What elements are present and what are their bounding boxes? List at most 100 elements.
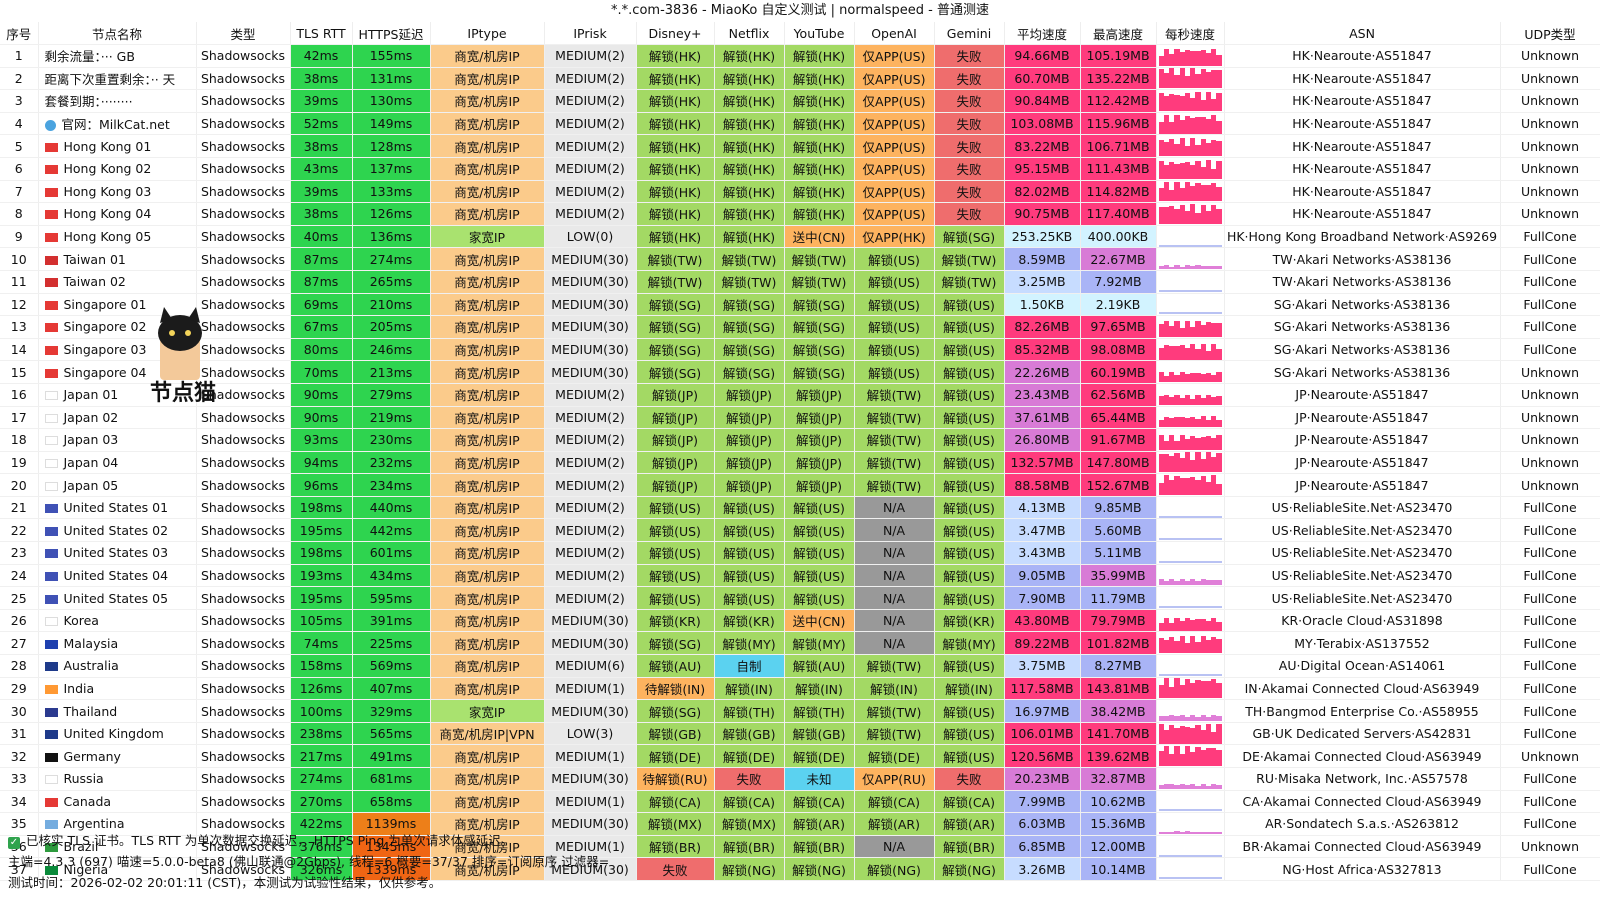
col-header[interactable]: Netflix <box>714 22 785 45</box>
ip-risk: LOW(0) <box>544 225 637 249</box>
table-row[interactable]: 22 United States 02 Shadowsocks 195ms 442ms 商… <box>0 518 1600 543</box>
openai-status: N/A <box>854 541 935 565</box>
ip-type: 商宽/机房IP <box>430 134 545 158</box>
max-speed: 152.67MB <box>1080 473 1157 497</box>
col-header[interactable]: 最高速度 <box>1080 22 1157 45</box>
table-row[interactable]: 1 剩余流量：··· GB Shadowsocks 42ms 155ms 商宽/机房IP M… <box>0 44 1600 68</box>
gemini-status: 失败 <box>934 180 1005 204</box>
table-row[interactable]: 36BrazilShadowsocks376ms1345ms商宽/机房IPMED… <box>0 835 1600 859</box>
asn: HK·Hong Kong Broadband Network·AS9269 <box>1224 225 1501 249</box>
col-header[interactable]: OpenAI <box>854 22 935 45</box>
table-row[interactable]: 26 Korea Shadowsocks 105ms 391ms 商宽/机房IP MEDIU… <box>0 609 1600 633</box>
table-row[interactable]: 4 官网：MilkCat.net Shadowsocks 52ms 149ms 商宽/机房… <box>0 112 1600 136</box>
udp-type: FullCone <box>1500 609 1600 633</box>
table-row[interactable]: 34 Canada Shadowsocks 270ms 658ms 商宽/机房IP MEDI… <box>0 790 1600 814</box>
disney-status: 解锁(CA) <box>636 790 715 814</box>
tls-rtt: 93ms <box>290 428 353 452</box>
col-header[interactable]: HTTPS延迟 <box>352 22 431 45</box>
table-row[interactable]: 24 United States 04 Shadowsocks 193ms 434ms 商… <box>0 564 1600 588</box>
col-header[interactable]: 序号 <box>0 22 39 45</box>
col-header[interactable]: IPrisk <box>544 22 637 45</box>
col-header[interactable]: 每秒速度 <box>1156 22 1225 45</box>
table-row[interactable]: 14 Singapore 03 Shadowsocks 80ms 246ms 商宽/机房I… <box>0 338 1600 362</box>
col-header[interactable]: ASN <box>1224 22 1501 45</box>
table-row[interactable]: 10 Taiwan 01 Shadowsocks 87ms 274ms 商宽/机房IP ME… <box>0 247 1600 271</box>
table-row[interactable]: 29 India Shadowsocks 126ms 407ms 商宽/机房IP MEDIU… <box>0 677 1600 701</box>
table-row[interactable]: 25 United States 05 Shadowsocks 195ms 595ms 商… <box>0 586 1600 610</box>
netflix-status: 解锁(BR) <box>714 835 785 859</box>
table-row[interactable]: 9 Hong Kong 05 Shadowsocks 40ms 136ms 家宽IP LOW… <box>0 225 1600 249</box>
node-name-label: Australia <box>63 658 119 674</box>
max-speed: 114.82MB <box>1080 180 1157 204</box>
proxy-type: Shadowsocks <box>196 202 291 226</box>
table-row[interactable]: 19 Japan 04 Shadowsocks 94ms 232ms 商宽/机房IP MED… <box>0 451 1600 475</box>
col-header[interactable]: 平均速度 <box>1004 22 1081 45</box>
col-header[interactable]: IPtype <box>430 22 545 45</box>
avg-speed: 7.99MB <box>1004 790 1081 814</box>
ip-risk: MEDIUM(2) <box>544 134 637 158</box>
col-header[interactable]: 类型 <box>196 22 291 45</box>
ip-type: 商宽/机房IP <box>430 564 545 588</box>
udp-type: FullCone <box>1500 293 1600 317</box>
proxy-type: Shadowsocks <box>196 699 291 723</box>
table-row[interactable]: 5 Hong Kong 01 Shadowsocks 38ms 128ms 商宽/机房IP… <box>0 134 1600 158</box>
page-title: *.*.com-3836 - MiaoKo 自定义测试 | normalspee… <box>611 3 989 18</box>
table-row[interactable]: 16 Japan 01 Shadowsocks 90ms 279ms 商宽/机房IP MED… <box>0 383 1600 407</box>
avg-speed: 37.61MB <box>1004 406 1081 430</box>
col-header[interactable]: Gemini <box>934 22 1005 45</box>
udp-type: Unknown <box>1500 157 1600 181</box>
table-row[interactable]: 28 Australia Shadowsocks 158ms 569ms 商宽/机房IP M… <box>0 654 1600 678</box>
max-speed: 112.42MB <box>1080 89 1157 113</box>
tls-rtt: 195ms <box>290 518 353 543</box>
table-row[interactable]: 12 Singapore 01 Shadowsocks 69ms 210ms 商宽/机房I… <box>0 293 1600 317</box>
ip-risk: MEDIUM(2) <box>544 564 637 588</box>
table-row[interactable]: 3 套餐到期：········ Shadowsocks 39ms 130ms 商宽/机房I… <box>0 89 1600 113</box>
table-row[interactable]: 30 Thailand Shadowsocks 100ms 329ms 家宽IP MEDIU… <box>0 699 1600 723</box>
max-speed: 147.80MB <box>1080 451 1157 475</box>
node-name: Singapore 03 <box>38 338 197 362</box>
table-row[interactable]: 20 Japan 05 Shadowsocks 96ms 234ms 商宽/机房IP MED… <box>0 473 1600 497</box>
asn: SG·Akari Networks·AS38136 <box>1224 315 1501 339</box>
col-header[interactable]: 节点名称 <box>38 22 197 45</box>
node-name: United States 02 <box>38 518 197 543</box>
openai-status: 仅APP(US) <box>854 202 935 226</box>
table-row[interactable]: 8 Hong Kong 04 Shadowsocks 38ms 126ms 商宽/机房IP… <box>0 202 1600 226</box>
table-row[interactable]: 33 Russia Shadowsocks 274ms 681ms 商宽/机房IP MEDI… <box>0 767 1600 791</box>
table-row[interactable]: 15 Singapore 04 Shadowsocks 70ms 213ms 商宽/机房I… <box>0 360 1600 384</box>
asn: HK·Nearoute·AS51847 <box>1224 202 1501 226</box>
table-row[interactable]: 6 Hong Kong 02 Shadowsocks 43ms 137ms 商宽/机房IP… <box>0 157 1600 181</box>
table-row[interactable]: 27 Malaysia Shadowsocks 74ms 225ms 商宽/机房IP MED… <box>0 631 1600 656</box>
ip-type: 家宽IP <box>430 699 545 723</box>
ip-type: 商宽/机房IP <box>430 202 545 226</box>
row-index: 24 <box>0 564 39 588</box>
col-header[interactable]: Disney+ <box>636 22 715 45</box>
col-header[interactable]: TLS RTT <box>290 22 353 45</box>
max-speed: 32.87MB <box>1080 767 1157 791</box>
table-row[interactable]: 31 United Kingdom Shadowsocks 238ms 565ms 商宽/… <box>0 722 1600 746</box>
netflix-status: 解锁(JP) <box>714 406 785 430</box>
avg-speed: 117.58MB <box>1004 677 1081 701</box>
jp-flag-icon <box>44 436 58 446</box>
avg-speed: 90.75MB <box>1004 202 1081 226</box>
gemini-status: 解锁(US) <box>934 722 1005 746</box>
https-latency: 128ms <box>352 134 431 158</box>
col-header[interactable]: UDP类型 <box>1500 22 1600 45</box>
table-row[interactable]: 18 Japan 03 Shadowsocks 93ms 230ms 商宽/机房IP MED… <box>0 428 1600 452</box>
proxy-type: Shadowsocks <box>196 835 291 859</box>
table-row[interactable]: 13 Singapore 02 Shadowsocks 67ms 205ms 商宽/机房I… <box>0 315 1600 339</box>
table-row[interactable]: 23 United States 03 Shadowsocks 198ms 601ms 商… <box>0 541 1600 565</box>
netflix-status: 解锁(KR) <box>714 609 785 633</box>
table-row[interactable]: 7 Hong Kong 03 Shadowsocks 39ms 133ms 商宽/机房IP… <box>0 180 1600 204</box>
table-row[interactable]: 17 Japan 02 Shadowsocks 90ms 219ms 商宽/机房IP MED… <box>0 406 1600 430</box>
table-row[interactable]: 21 United States 01 Shadowsocks 198ms 440ms 商… <box>0 496 1600 520</box>
netflix-status: 解锁(HK) <box>714 67 785 91</box>
table-row[interactable]: 37 Nigeria Shadowsocks 326ms 1339ms 商宽/机房IP ME… <box>0 857 1600 881</box>
col-header[interactable]: YouTube <box>784 22 855 45</box>
https-latency: 225ms <box>352 631 431 656</box>
table-row[interactable]: 11 Taiwan 02 Shadowsocks 87ms 265ms 商宽/机房IP ME… <box>0 270 1600 294</box>
table-row[interactable]: 35 Argentina Shadowsocks 422ms 1139ms 商宽/机房IP… <box>0 812 1600 836</box>
ip-risk: MEDIUM(1) <box>544 744 637 768</box>
table-row[interactable]: 32 Germany Shadowsocks 217ms 491ms 商宽/机房IP MED… <box>0 744 1600 768</box>
max-speed: 97.65MB <box>1080 315 1157 339</box>
table-row[interactable]: 2 距离下次重置剩余：·· 天 Shadowsocks 38ms 131ms 商宽/机房I… <box>0 67 1600 91</box>
